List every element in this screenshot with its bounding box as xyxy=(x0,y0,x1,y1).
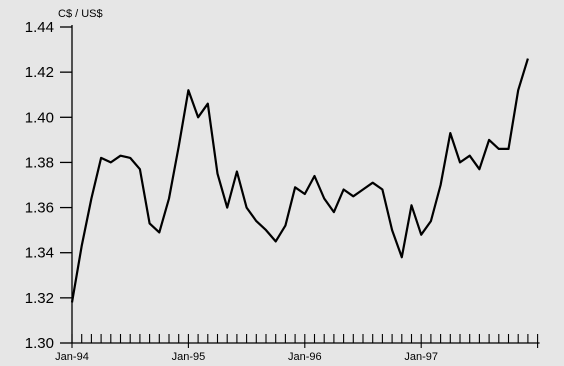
y-tick-label: 1.30 xyxy=(25,335,54,352)
y-axis: 1.30 1.32 1.34 1.36 1.38 1.40 1.42 1.44 xyxy=(25,19,73,352)
y-tick-label: 1.36 xyxy=(25,200,54,217)
y-tick-label: 1.32 xyxy=(25,290,54,307)
y-tick-label: 1.44 xyxy=(25,19,54,36)
y-tick-label: 1.42 xyxy=(25,64,54,81)
y-tick-label: 1.40 xyxy=(25,109,54,126)
unit-label: C$ / US$ xyxy=(58,8,103,20)
x-tick-label: Jan-96 xyxy=(288,351,322,363)
x-tick-label: Jan-94 xyxy=(55,351,89,363)
series-line xyxy=(70,58,529,303)
x-tick-label: Jan-97 xyxy=(404,351,438,363)
y-tick-label: 1.38 xyxy=(25,154,54,171)
y-tick-label: 1.34 xyxy=(25,245,54,262)
x-axis: Jan-94 Jan-95 Jan-96 Jan-97 xyxy=(55,334,540,363)
x-tick-label: Jan-95 xyxy=(172,351,206,363)
